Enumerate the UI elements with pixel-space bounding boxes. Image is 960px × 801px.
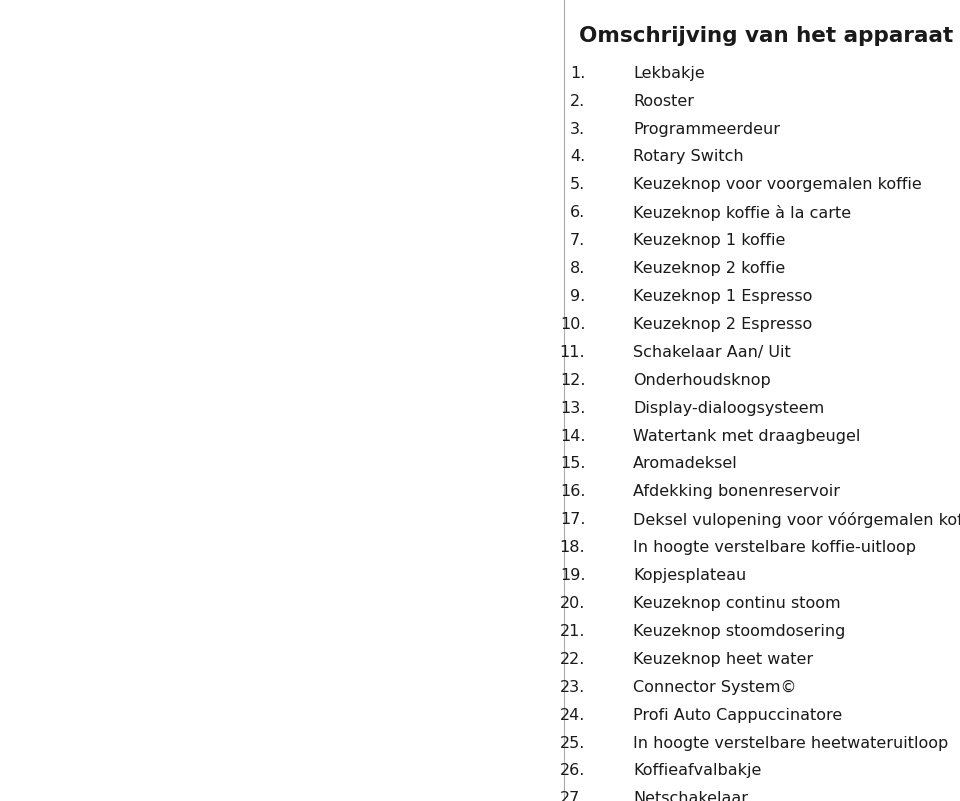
Text: In hoogte verstelbare koffie-uitloop: In hoogte verstelbare koffie-uitloop [633, 540, 916, 555]
Text: Aromadeksel: Aromadeksel [633, 457, 737, 472]
Text: 19.: 19. [560, 568, 586, 583]
Text: 26.: 26. [560, 763, 586, 779]
Text: 22.: 22. [560, 652, 586, 666]
Text: 21.: 21. [560, 624, 586, 639]
Text: Display-dialoogsysteem: Display-dialoogsysteem [633, 400, 824, 416]
Text: 11.: 11. [560, 344, 586, 360]
Text: Omschrijving van het apparaat: Omschrijving van het apparaat [580, 26, 953, 46]
Text: Afdekking bonenreservoir: Afdekking bonenreservoir [633, 485, 840, 499]
Text: Deksel vulopening voor vóórgemalen koffie: Deksel vulopening voor vóórgemalen koffi… [633, 513, 960, 529]
Text: Watertank met draagbeugel: Watertank met draagbeugel [633, 429, 860, 444]
Text: Koffieafvalbakje: Koffieafvalbakje [633, 763, 761, 779]
Text: Onderhoudsknop: Onderhoudsknop [633, 372, 771, 388]
Text: 14.: 14. [560, 429, 586, 444]
Text: 6.: 6. [570, 205, 586, 220]
Text: Keuzeknop 1 Espresso: Keuzeknop 1 Espresso [633, 289, 812, 304]
Text: Profi Auto Cappuccinatore: Profi Auto Cappuccinatore [633, 707, 842, 723]
Text: Rooster: Rooster [633, 94, 694, 109]
Text: 2.: 2. [570, 94, 586, 109]
Text: 8.: 8. [570, 261, 586, 276]
Text: 20.: 20. [560, 596, 586, 611]
Text: 16.: 16. [560, 485, 586, 499]
Text: 15.: 15. [560, 457, 586, 472]
Text: 12.: 12. [560, 372, 586, 388]
Text: 23.: 23. [560, 680, 586, 694]
Text: 17.: 17. [560, 513, 586, 527]
Text: 9.: 9. [570, 289, 586, 304]
Text: Lekbakje: Lekbakje [633, 66, 705, 81]
Text: Rotary Switch: Rotary Switch [633, 150, 744, 164]
Text: 25.: 25. [560, 735, 586, 751]
Text: 3.: 3. [570, 122, 586, 136]
Text: Netschakelaar: Netschakelaar [633, 791, 748, 801]
Text: Schakelaar Aan/ Uit: Schakelaar Aan/ Uit [633, 344, 791, 360]
Text: Keuzeknop stoomdosering: Keuzeknop stoomdosering [633, 624, 845, 639]
Text: 18.: 18. [560, 540, 586, 555]
Text: 27.: 27. [560, 791, 586, 801]
Text: Connector System©: Connector System© [633, 680, 797, 694]
Text: 5.: 5. [570, 177, 586, 192]
Text: 24.: 24. [560, 707, 586, 723]
Text: Kopjesplateau: Kopjesplateau [633, 568, 746, 583]
Text: Programmeerdeur: Programmeerdeur [633, 122, 780, 136]
Text: 7.: 7. [570, 233, 586, 248]
Text: Keuzeknop continu stoom: Keuzeknop continu stoom [633, 596, 841, 611]
Text: Keuzeknop 2 Espresso: Keuzeknop 2 Espresso [633, 317, 812, 332]
Text: Keuzeknop 1 koffie: Keuzeknop 1 koffie [633, 233, 785, 248]
Text: Keuzeknop 2 koffie: Keuzeknop 2 koffie [633, 261, 785, 276]
Text: 13.: 13. [560, 400, 586, 416]
Text: 10.: 10. [560, 317, 586, 332]
Text: Keuzeknop heet water: Keuzeknop heet water [633, 652, 813, 666]
Text: Keuzeknop koffie à la carte: Keuzeknop koffie à la carte [633, 205, 851, 221]
Text: 4.: 4. [570, 150, 586, 164]
Text: 1.: 1. [570, 66, 586, 81]
Text: In hoogte verstelbare heetwateruitloop: In hoogte verstelbare heetwateruitloop [633, 735, 948, 751]
Text: Keuzeknop voor voorgemalen koffie: Keuzeknop voor voorgemalen koffie [633, 177, 922, 192]
